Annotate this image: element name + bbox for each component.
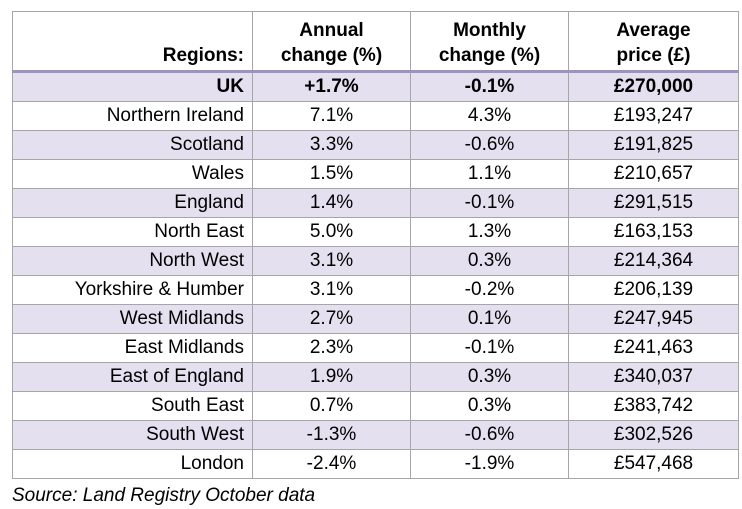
region-cell: East Midlands (12, 333, 253, 363)
region-cell: Yorkshire & Humber (12, 275, 253, 305)
house-price-table: Regions: Annual change (%) Monthly chang… (12, 11, 739, 479)
annual-change-cell: 1.5% (252, 159, 411, 189)
table-row: Northern Ireland 7.1% 4.3% £193,247 (12, 101, 739, 131)
average-price-cell: £383,742 (568, 391, 739, 421)
header-price-line-1: Average (616, 20, 691, 41)
monthly-change-cell: -0.6% (410, 130, 569, 160)
average-price-cell: £214,364 (568, 246, 739, 276)
table-row: England 1.4% -0.1% £291,515 (12, 188, 739, 218)
monthly-change-cell: 1.3% (410, 217, 569, 247)
monthly-change-cell: -0.2% (410, 275, 569, 305)
header-monthly-line-2: change (%) (438, 45, 541, 66)
region-cell: England (12, 188, 253, 218)
average-price-cell: £340,037 (568, 362, 739, 392)
header-price-line-2: price (£) (616, 45, 691, 66)
table-row: East Midlands 2.3% -0.1% £241,463 (12, 333, 739, 363)
average-price-cell: £302,526 (568, 420, 739, 450)
table-wrapper: Regions: Annual change (%) Monthly chang… (12, 11, 739, 509)
average-price-cell: £241,463 (568, 333, 739, 363)
monthly-change-cell: -0.1% (410, 333, 569, 363)
average-price-cell: £163,153 (568, 217, 739, 247)
header-monthly-change: Monthly change (%) (410, 11, 569, 73)
annual-change-cell: 3.1% (252, 246, 411, 276)
table-row: South West -1.3% -0.6% £302,526 (12, 420, 739, 450)
header-monthly-line-1: Monthly (453, 20, 526, 41)
source-note: Source: Land Registry October data (12, 485, 316, 506)
annual-change-cell: 5.0% (252, 217, 411, 247)
region-cell: South West (12, 420, 253, 450)
header-regions: Regions: (12, 11, 253, 73)
average-price-cell: £291,515 (568, 188, 739, 218)
annual-change-cell: -1.3% (252, 420, 411, 450)
region-cell: North West (12, 246, 253, 276)
table-row: Yorkshire & Humber 3.1% -0.2% £206,139 (12, 275, 739, 305)
region-cell: UK (12, 71, 253, 102)
average-price-cell: £547,468 (568, 449, 739, 479)
monthly-change-cell: 0.3% (410, 391, 569, 421)
table-row: London -2.4% -1.9% £547,468 (12, 449, 739, 479)
region-cell: East of England (12, 362, 253, 392)
region-cell: London (12, 449, 253, 479)
table-row: Wales 1.5% 1.1% £210,657 (12, 159, 739, 189)
annual-change-cell: -2.4% (252, 449, 411, 479)
region-cell: Northern Ireland (12, 101, 253, 131)
annual-change-cell: 2.3% (252, 333, 411, 363)
annual-change-cell: 0.7% (252, 391, 411, 421)
region-cell: North East (12, 217, 253, 247)
region-cell: West Midlands (12, 304, 253, 334)
monthly-change-cell: 0.1% (410, 304, 569, 334)
annual-change-cell: 3.1% (252, 275, 411, 305)
header-row: Regions: Annual change (%) Monthly chang… (12, 11, 739, 73)
header-annual-change: Annual change (%) (252, 11, 411, 73)
annual-change-cell: 2.7% (252, 304, 411, 334)
region-cell: Scotland (12, 130, 253, 160)
table-row: UK +1.7% -0.1% £270,000 (12, 71, 739, 102)
monthly-change-cell: -0.1% (410, 71, 569, 102)
table-row: North West 3.1% 0.3% £214,364 (12, 246, 739, 276)
annual-change-cell: 1.4% (252, 188, 411, 218)
table-body: UK +1.7% -0.1% £270,000 Northern Ireland 7.1%… (12, 71, 739, 479)
monthly-change-cell: 1.1% (410, 159, 569, 189)
average-price-cell: £247,945 (568, 304, 739, 334)
average-price-cell: £210,657 (568, 159, 739, 189)
table-row: North East 5.0% 1.3% £163,153 (12, 217, 739, 247)
annual-change-cell: 3.3% (252, 130, 411, 160)
annual-change-cell: 1.9% (252, 362, 411, 392)
annual-change-cell: +1.7% (252, 71, 411, 102)
header-regions-line-1: Regions: (162, 45, 244, 66)
average-price-cell: £270,000 (568, 71, 739, 102)
average-price-cell: £191,825 (568, 130, 739, 160)
monthly-change-cell: -1.9% (410, 449, 569, 479)
monthly-change-cell: 0.3% (410, 362, 569, 392)
header-annual-line-2: change (%) (280, 45, 383, 66)
monthly-change-cell: 4.3% (410, 101, 569, 131)
header-annual-line-1: Annual (299, 20, 364, 41)
table-row: South East 0.7% 0.3% £383,742 (12, 391, 739, 421)
region-cell: South East (12, 391, 253, 421)
monthly-change-cell: -0.6% (410, 420, 569, 450)
average-price-cell: £193,247 (568, 101, 739, 131)
monthly-change-cell: -0.1% (410, 188, 569, 218)
header-average-price: Average price (£) (568, 11, 739, 73)
average-price-cell: £206,139 (568, 275, 739, 305)
table-row: Scotland 3.3% -0.6% £191,825 (12, 130, 739, 160)
table-row: East of England 1.9% 0.3% £340,037 (12, 362, 739, 392)
table-row: West Midlands 2.7% 0.1% £247,945 (12, 304, 739, 334)
monthly-change-cell: 0.3% (410, 246, 569, 276)
region-cell: Wales (12, 159, 253, 189)
annual-change-cell: 7.1% (252, 101, 411, 131)
